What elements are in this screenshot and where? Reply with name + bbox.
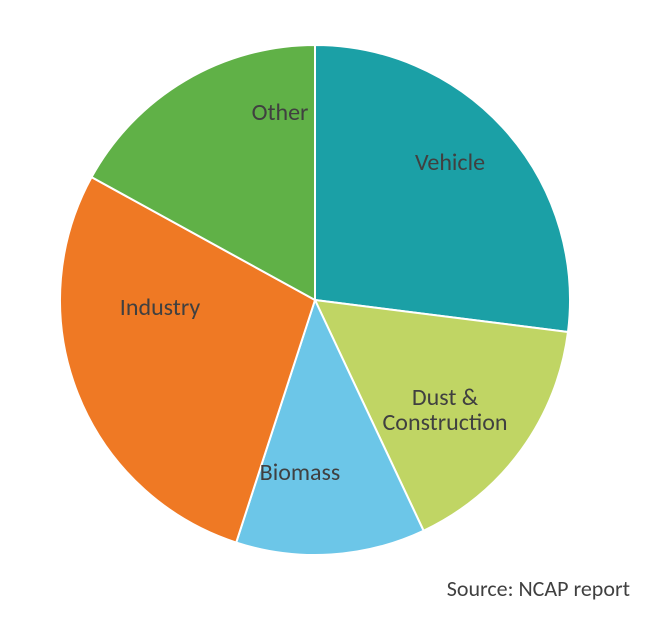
- source-caption: Source: NCAP report: [447, 575, 630, 602]
- pie-label-4: Other: [252, 98, 309, 127]
- pie-slice-0: [315, 45, 570, 332]
- pie-label-0: Vehicle: [415, 148, 485, 177]
- pie-label-2: Biomass: [260, 458, 341, 487]
- pie-label-3: Industry: [120, 293, 201, 322]
- pie-chart: VehicleDust &ConstructionBiomassIndustry…: [0, 0, 660, 620]
